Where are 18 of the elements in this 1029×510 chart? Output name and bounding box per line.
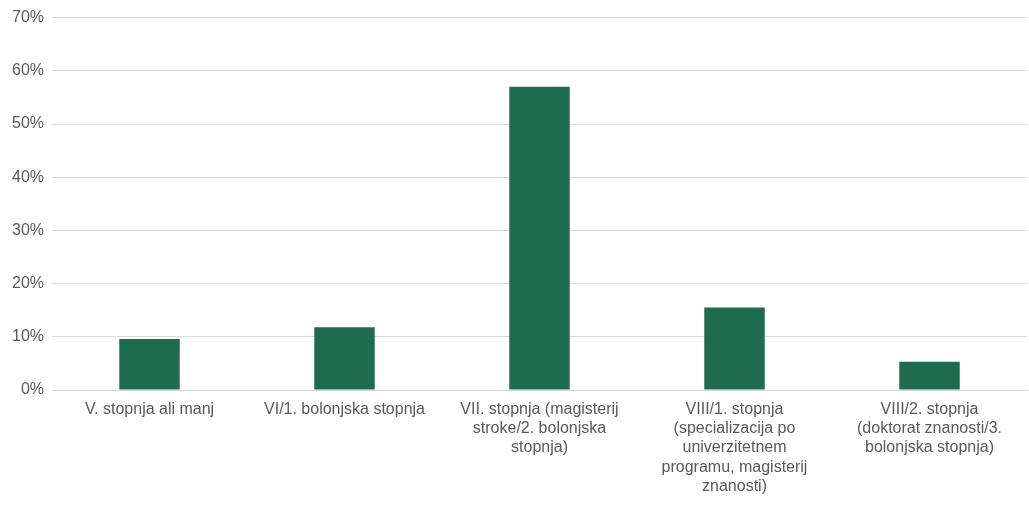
bar (119, 338, 180, 390)
y-tick-label: 40% (11, 167, 45, 185)
y-tick-label: 30% (11, 220, 45, 238)
x-tick-label: VII. stopnja (magisterij stroke/2. bolonjska stopnja) (460, 400, 619, 456)
y-tick-label: 50% (11, 114, 45, 132)
x-tick-label: VIII/2. stopnja (doktorat znanosti/3. bolonjska stopnja) (857, 400, 1002, 456)
y-tick-label: 20% (11, 274, 45, 292)
x-tick-label: V. stopnja ali manj (84, 400, 215, 418)
y-tick-label: 10% (11, 327, 45, 345)
x-tick-label: VIII/1. stopnja (specializacija po univerzitetnem programu, magisterij znanosti) (661, 400, 808, 494)
x-tick-label: VI/1. bolonjska stopnja (264, 400, 426, 418)
bar (899, 361, 960, 390)
y-tick-label: 0% (20, 380, 45, 398)
bar (704, 307, 765, 390)
y-tick-label: 70% (11, 8, 45, 26)
bar (314, 327, 375, 390)
y-tick-label: 60% (11, 61, 45, 79)
bar (509, 86, 570, 390)
